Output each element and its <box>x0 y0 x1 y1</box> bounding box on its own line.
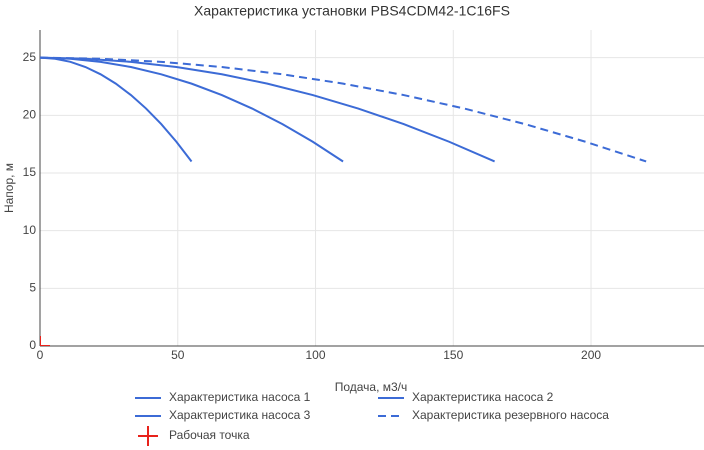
legend-marker <box>138 426 158 446</box>
y-tick-label: 10 <box>23 223 37 237</box>
legend-label: Характеристика насоса 1 <box>169 390 311 404</box>
chart-title: Характеристика установки PBS4CDM42-1C16F… <box>194 3 510 19</box>
x-tick-label: 200 <box>581 348 601 362</box>
y-tick-label: 15 <box>23 165 37 179</box>
x-tick-label: 0 <box>37 348 44 362</box>
x-axis-title: Подача, м3/ч <box>335 380 408 394</box>
data-line <box>40 56 344 163</box>
data-line <box>40 56 647 163</box>
legend-label: Характеристика резервного насоса <box>412 408 609 422</box>
y-tick-label: 0 <box>29 338 36 352</box>
data-line <box>40 56 496 163</box>
x-tick-label: 50 <box>171 348 185 362</box>
y-tick-label: 5 <box>29 281 36 295</box>
data-line <box>40 56 193 163</box>
plot-layer <box>40 56 647 346</box>
x-tick-label: 100 <box>306 348 326 362</box>
legend-label: Характеристика насоса 3 <box>169 408 311 422</box>
plot-area <box>40 30 704 346</box>
legend-label: Рабочая точка <box>169 428 250 442</box>
x-tick-label: 150 <box>443 348 463 362</box>
y-tick-label: 25 <box>23 50 37 64</box>
y-axis-title: Напор, м <box>2 163 16 213</box>
y-tick-label: 20 <box>23 108 37 122</box>
legend-label: Характеристика насоса 2 <box>412 390 554 404</box>
